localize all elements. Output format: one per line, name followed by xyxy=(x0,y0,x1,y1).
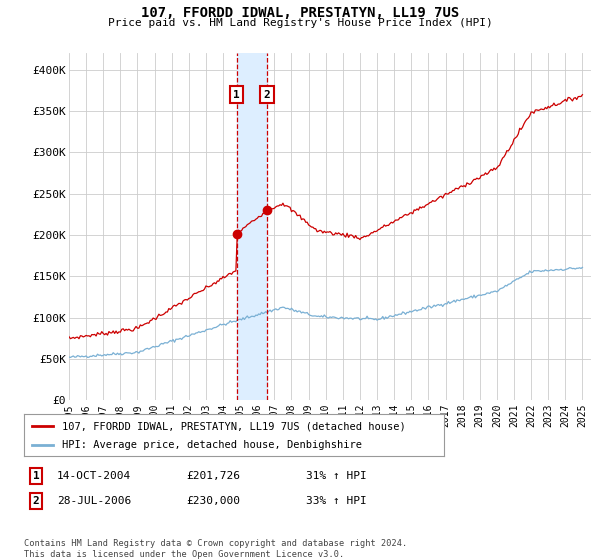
Text: £201,726: £201,726 xyxy=(186,471,240,481)
Text: 31% ↑ HPI: 31% ↑ HPI xyxy=(306,471,367,481)
Text: 107, FFORDD IDWAL, PRESTATYN, LL19 7US: 107, FFORDD IDWAL, PRESTATYN, LL19 7US xyxy=(141,6,459,20)
Text: Contains HM Land Registry data © Crown copyright and database right 2024.
This d: Contains HM Land Registry data © Crown c… xyxy=(24,539,407,559)
Text: 2: 2 xyxy=(32,496,40,506)
Bar xyxy=(236,53,267,400)
Text: 33% ↑ HPI: 33% ↑ HPI xyxy=(306,496,367,506)
Text: HPI: Average price, detached house, Denbighshire: HPI: Average price, detached house, Denb… xyxy=(62,440,362,450)
Text: £230,000: £230,000 xyxy=(186,496,240,506)
Text: 1: 1 xyxy=(233,90,240,100)
Text: Price paid vs. HM Land Registry's House Price Index (HPI): Price paid vs. HM Land Registry's House … xyxy=(107,18,493,28)
Text: 28-JUL-2006: 28-JUL-2006 xyxy=(57,496,131,506)
Text: 107, FFORDD IDWAL, PRESTATYN, LL19 7US (detached house): 107, FFORDD IDWAL, PRESTATYN, LL19 7US (… xyxy=(62,421,406,431)
Text: 14-OCT-2004: 14-OCT-2004 xyxy=(57,471,131,481)
Text: 2: 2 xyxy=(263,90,271,100)
Text: 1: 1 xyxy=(32,471,40,481)
